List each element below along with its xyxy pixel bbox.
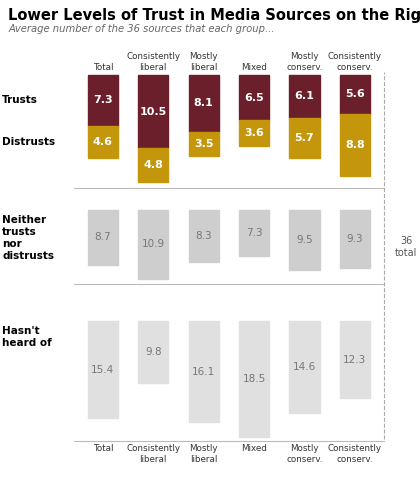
- Text: trusts: trusts: [2, 227, 37, 237]
- Bar: [239, 210, 269, 256]
- Text: Hasn't: Hasn't: [2, 326, 40, 336]
- Bar: [289, 75, 320, 117]
- Text: Mostly
liberal: Mostly liberal: [189, 443, 218, 464]
- Bar: [340, 114, 370, 176]
- Text: 9.5: 9.5: [296, 235, 313, 245]
- Bar: [239, 120, 269, 145]
- Bar: [289, 321, 320, 413]
- Text: 8.7: 8.7: [94, 232, 111, 242]
- Text: 10.9: 10.9: [142, 239, 165, 249]
- Text: Total: Total: [93, 443, 113, 453]
- Bar: [289, 117, 320, 157]
- Text: Total: Total: [93, 63, 113, 72]
- Text: heard of: heard of: [2, 338, 52, 348]
- Text: Mixed: Mixed: [241, 443, 267, 453]
- Bar: [189, 131, 219, 156]
- Text: Consistently
liberal: Consistently liberal: [126, 443, 180, 464]
- Text: 4.6: 4.6: [93, 137, 113, 147]
- Text: Mixed: Mixed: [241, 63, 267, 72]
- Text: 18.5: 18.5: [242, 374, 266, 384]
- Text: 7.3: 7.3: [93, 96, 113, 105]
- Text: Trusts: Trusts: [2, 96, 38, 105]
- Text: 6.5: 6.5: [244, 93, 264, 102]
- Bar: [189, 75, 219, 131]
- Text: 8.8: 8.8: [345, 140, 365, 150]
- Text: 4.8: 4.8: [143, 160, 163, 170]
- Text: nor: nor: [2, 239, 22, 249]
- Text: 8.1: 8.1: [194, 98, 214, 108]
- Text: Mostly
conserv.: Mostly conserv.: [286, 52, 323, 72]
- Bar: [340, 321, 370, 398]
- Bar: [138, 148, 168, 182]
- Text: Neither: Neither: [2, 215, 46, 225]
- Text: 3.6: 3.6: [244, 128, 264, 138]
- Text: 9.8: 9.8: [145, 347, 162, 357]
- Text: 8.3: 8.3: [195, 231, 212, 241]
- Text: Mostly
conserv.: Mostly conserv.: [286, 443, 323, 464]
- Text: Consistently
conserv.: Consistently conserv.: [328, 52, 382, 72]
- Text: 6.1: 6.1: [294, 91, 315, 101]
- Bar: [88, 75, 118, 126]
- Bar: [88, 321, 118, 418]
- Text: 16.1: 16.1: [192, 367, 215, 377]
- Bar: [138, 210, 168, 279]
- Bar: [88, 210, 118, 265]
- Bar: [340, 75, 370, 114]
- Bar: [138, 75, 168, 148]
- Text: 7.3: 7.3: [246, 228, 262, 238]
- Text: Lower Levels of Trust in Media Sources on the Right: Lower Levels of Trust in Media Sources o…: [8, 8, 420, 23]
- Bar: [239, 321, 269, 438]
- Text: 14.6: 14.6: [293, 362, 316, 372]
- Text: 15.4: 15.4: [91, 365, 115, 374]
- Text: Consistently
conserv.: Consistently conserv.: [328, 443, 382, 464]
- Text: Consistently
liberal: Consistently liberal: [126, 52, 180, 72]
- Text: 9.3: 9.3: [346, 234, 363, 244]
- Text: distrusts: distrusts: [2, 251, 54, 261]
- Bar: [189, 321, 219, 422]
- Bar: [289, 210, 320, 270]
- Text: 5.7: 5.7: [295, 132, 314, 142]
- Bar: [340, 210, 370, 269]
- Text: 36
total: 36 total: [395, 236, 417, 258]
- Text: Average number of the 36 sources that each group...: Average number of the 36 sources that ea…: [8, 24, 275, 34]
- Text: Mostly
liberal: Mostly liberal: [189, 52, 218, 72]
- Text: 10.5: 10.5: [140, 107, 167, 116]
- Bar: [239, 75, 269, 120]
- Text: 5.6: 5.6: [345, 89, 365, 99]
- Text: 3.5: 3.5: [194, 139, 213, 149]
- Text: 12.3: 12.3: [343, 355, 367, 365]
- Bar: [138, 321, 168, 383]
- Text: Distrusts: Distrusts: [2, 137, 55, 147]
- Bar: [189, 210, 219, 262]
- Bar: [88, 126, 118, 158]
